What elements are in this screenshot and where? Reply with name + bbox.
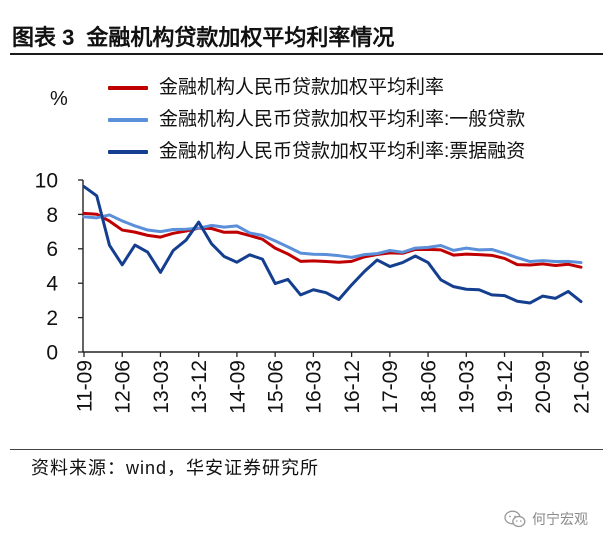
y-tick-label: 0 bbox=[46, 341, 58, 364]
y-tick-label: 6 bbox=[46, 238, 58, 261]
x-tick-label: 16-03 bbox=[303, 360, 326, 414]
legend-swatch-general-loans bbox=[108, 118, 148, 122]
watermark-text: 何宁宏观 bbox=[532, 511, 588, 527]
legend-item: 金融机构人民币贷款加权平均利率:一般贷款 bbox=[108, 108, 525, 132]
x-tick-label: 11-09 bbox=[73, 360, 96, 412]
series-layer bbox=[82, 185, 583, 305]
legend-label: 金融机构人民币贷款加权平均利率 bbox=[159, 77, 445, 98]
x-tick-label: 21-06 bbox=[570, 360, 593, 414]
series-line-bill-financing-group bbox=[82, 185, 583, 305]
axes bbox=[82, 180, 589, 353]
figure-title: 图表 3 金融机构贷款加权平均利率情况 bbox=[12, 24, 394, 52]
series-line-bill-financing bbox=[82, 185, 583, 305]
legend-item: 金融机构人民币贷款加权平均利率 bbox=[108, 76, 525, 100]
source-note: 资料来源：wind，华安证券研究所 bbox=[31, 458, 320, 478]
series-line-total-rate bbox=[82, 211, 583, 269]
x-tick-label: 13-12 bbox=[188, 360, 211, 414]
series-line-general-loans bbox=[82, 213, 583, 265]
title-divider bbox=[10, 53, 603, 55]
y-tick-label: 2 bbox=[46, 307, 58, 330]
figure-label: 图表 3 bbox=[12, 25, 75, 50]
x-tick-label: 19-12 bbox=[494, 360, 517, 414]
y-tick-label: 4 bbox=[46, 273, 58, 296]
legend-label: 金融机构人民币贷款加权平均利率:一般贷款 bbox=[159, 109, 526, 130]
y-axis-ticks: 0 2 4 6 8 10 bbox=[35, 169, 83, 364]
x-tick-label: 16-12 bbox=[341, 360, 364, 414]
legend-label: 金融机构人民币贷款加权平均利率:票据融资 bbox=[159, 141, 526, 162]
legend: 金融机构人民币贷款加权平均利率 金融机构人民币贷款加权平均利率:一般贷款 金融机… bbox=[108, 76, 525, 172]
legend-swatch-total-rate bbox=[108, 86, 148, 90]
y-tick-label: 8 bbox=[46, 204, 58, 227]
series-line-total-rate-group bbox=[82, 211, 583, 269]
source-divider bbox=[10, 449, 603, 450]
chart-title: 金融机构贷款加权平均利率情况 bbox=[86, 25, 395, 50]
x-tick-label: 15-06 bbox=[265, 360, 288, 414]
y-tick-label: 10 bbox=[35, 169, 58, 192]
y-axis-unit: % bbox=[50, 88, 68, 110]
wechat-icon bbox=[504, 510, 526, 528]
series-line-general-loans-group bbox=[82, 213, 583, 265]
legend-item: 金融机构人民币贷款加权平均利率:票据融资 bbox=[108, 140, 525, 164]
x-tick-label: 19-03 bbox=[456, 360, 479, 414]
x-tick-label: 20-09 bbox=[532, 360, 555, 414]
watermark: 何宁宏观 bbox=[504, 509, 588, 529]
x-tick-label: 18-06 bbox=[417, 360, 440, 414]
x-axis-ticks: 11-09 12-06 13-03 13-12 14-09 15-06 16-03 16-12… bbox=[73, 352, 593, 414]
x-tick-label: 13-03 bbox=[150, 360, 173, 414]
x-tick-label: 14-09 bbox=[226, 360, 249, 414]
x-tick-label: 17-09 bbox=[379, 360, 402, 414]
legend-swatch-bill-financing bbox=[108, 150, 148, 154]
x-tick-label: 12-06 bbox=[112, 360, 135, 414]
